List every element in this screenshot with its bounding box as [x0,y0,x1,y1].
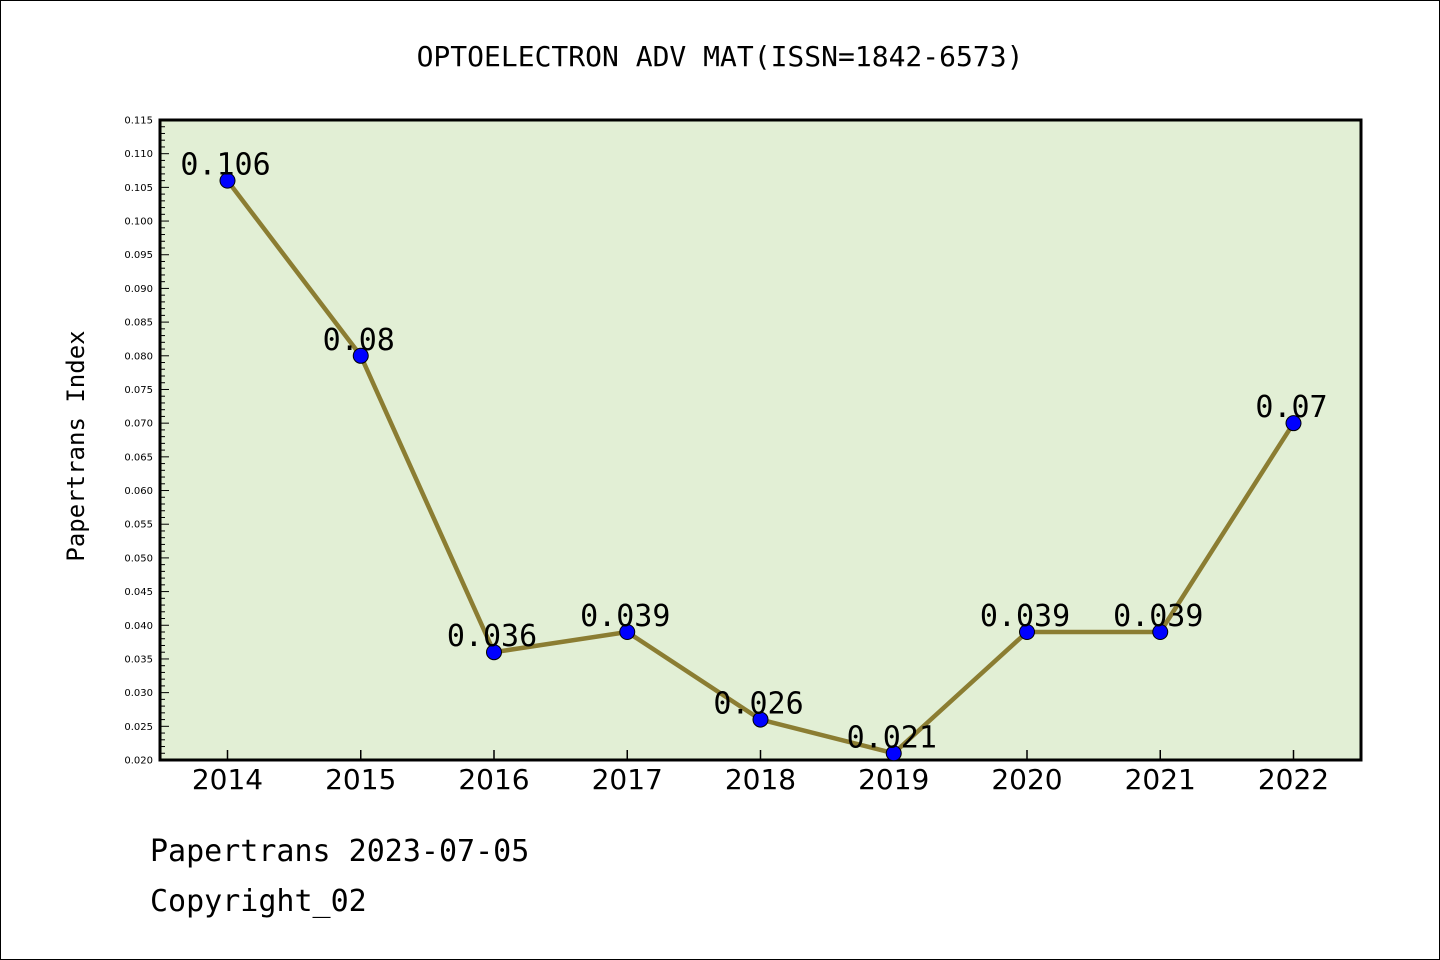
y-tick-label: 0.070 [124,419,153,430]
data-point [752,711,769,728]
data-markers [219,172,1302,762]
x-tick-label: 2019 [858,763,929,796]
y-tick-label: 0.020 [124,756,153,767]
plot-area [158,118,1363,762]
data-point [1019,624,1035,640]
x-tick-label: 2020 [991,763,1062,796]
y-tick-label: 0.040 [124,621,153,632]
data-label: 0.036 [447,619,537,654]
data-label: 0.026 [713,687,803,722]
x-tick-label: 2018 [725,763,796,796]
data-point [885,745,902,762]
footer-date-line: Papertrans 2023-07-05 [150,834,530,869]
data-point [486,644,502,661]
y-tick-label: 0.105 [124,183,153,194]
y-tick-label: 0.110 [124,149,153,160]
chart-title: OPTOELECTRON ADV MAT(ISSN=1842-6573) [417,40,1024,73]
y-axis-label: Papertrans Index [62,330,90,561]
x-tick-label: 2015 [325,763,396,796]
data-point [352,347,369,364]
data-label: 0.08 [323,323,395,358]
y-tick-label: 0.035 [124,654,153,665]
data-label: 0.039 [1113,599,1203,634]
x-tick-label: 2014 [192,763,263,796]
data-point [619,624,636,640]
y-tick-label: 0.030 [124,688,153,699]
x-tick-label: 2017 [592,763,663,796]
y-tick-label: 0.025 [124,722,153,733]
data-label: 0.07 [1255,390,1327,425]
footer-copyright: Copyright_02 [150,884,367,919]
y-tick-label: 0.065 [124,452,153,463]
data-point [1285,415,1302,432]
y-tick-label: 0.100 [124,217,153,228]
y-tick-label: 0.080 [124,351,153,362]
data-point [219,172,236,189]
x-tick-label: 2022 [1258,763,1329,796]
y-tick-label: 0.095 [124,250,153,261]
y-tick-label: 0.085 [124,318,153,329]
data-labels: 0.106 0.08 0.036 0.039 0.026 0.021 0.039 0.039 0… [180,148,1327,756]
y-tick-label: 0.055 [124,520,153,531]
data-label: 0.039 [580,599,670,634]
data-label: 0.106 [180,148,270,183]
x-tick-label: 2016 [458,763,529,796]
y-tick-label: 0.045 [124,587,153,598]
x-axis: 2014 2015 2016 2017 2018 2019 2020 2021 2022 [192,750,1329,796]
data-point [1152,624,1169,640]
x-tick-label: 2021 [1125,763,1196,796]
y-axis: 0.020 0.025 0.030 0.035 0.040 0.045 0.050 0.055… [124,116,169,767]
y-tick-label: 0.090 [124,284,153,295]
y-tick-label: 0.050 [124,553,153,564]
data-label: 0.021 [847,720,937,755]
y-tick-label: 0.075 [124,385,153,396]
data-label: 0.039 [980,599,1070,634]
y-tick-label: 0.115 [124,116,153,127]
y-tick-label: 0.060 [124,486,153,497]
